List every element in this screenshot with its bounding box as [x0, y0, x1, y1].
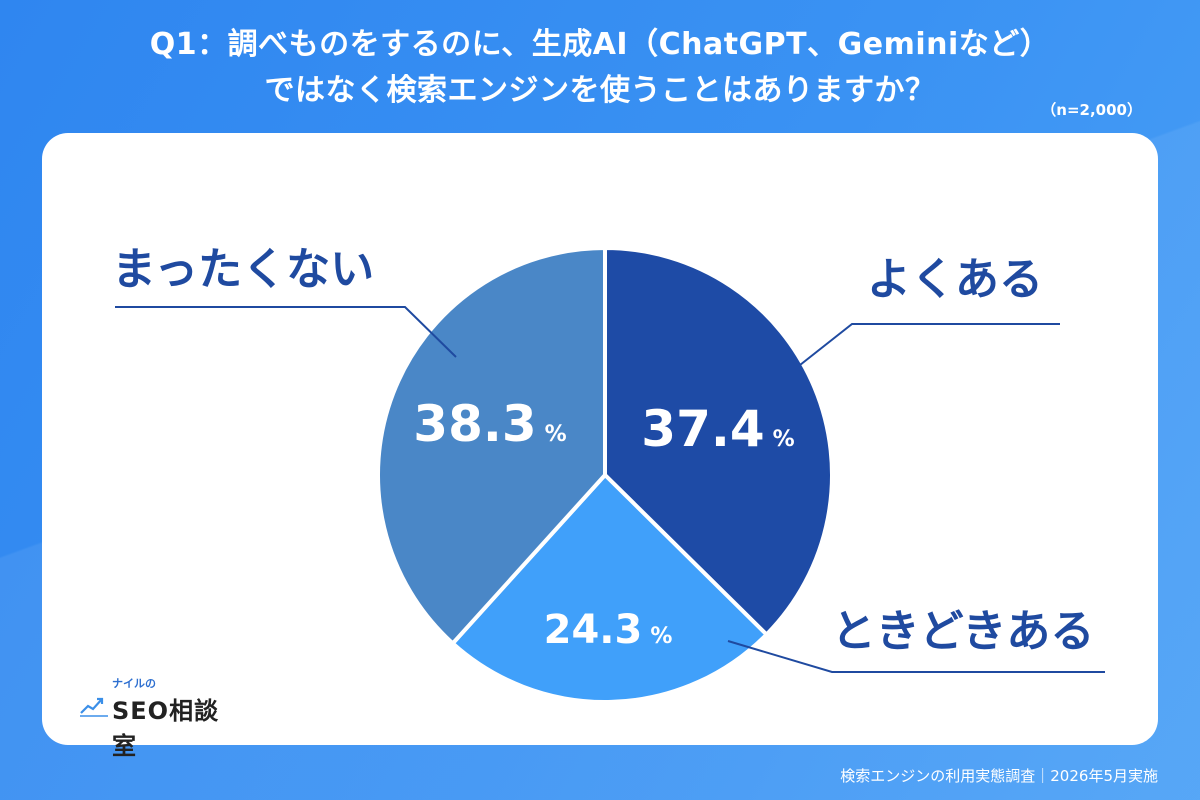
leader-line-1 — [799, 323, 1060, 366]
logo-small-text: ナイルの — [112, 677, 156, 690]
leader-line-3 — [115, 306, 457, 358]
sample-size: （n=2,000） — [1041, 101, 1142, 119]
slice-value-label-3: 38.3% — [413, 395, 566, 453]
logo-main-text: SEO相談室 — [112, 697, 220, 760]
slice-category-label-1: よくある — [867, 254, 1043, 305]
title-line-2: ではなく検索エンジンを使うことはありますか？ — [264, 73, 936, 108]
title-line-1: Q1：調べものをするのに、生成AI（ChatGPT、Geminiなど） — [149, 27, 1051, 62]
leader-line-2 — [727, 640, 1105, 673]
logo: ナイルの SEO相談室 — [80, 675, 240, 760]
slice-category-label-2: ときどきある — [832, 606, 1095, 657]
pie-slice-2 — [450, 473, 769, 704]
chart-title: Q1：調べものをするのに、生成AI（ChatGPT、Geminiなど） ではなく… — [0, 22, 1200, 114]
slice-value-label-2: 24.3% — [544, 607, 673, 653]
footer-note: 検索エンジンの利用実態調査｜2026年5月実施 — [840, 767, 1158, 785]
slice-value-label-1: 37.4% — [641, 400, 794, 458]
trend-chart-icon — [80, 697, 108, 717]
pie-slice-1 — [603, 246, 834, 637]
pie-slice-3 — [376, 246, 607, 646]
slice-category-label-3: まったくない — [112, 244, 374, 295]
